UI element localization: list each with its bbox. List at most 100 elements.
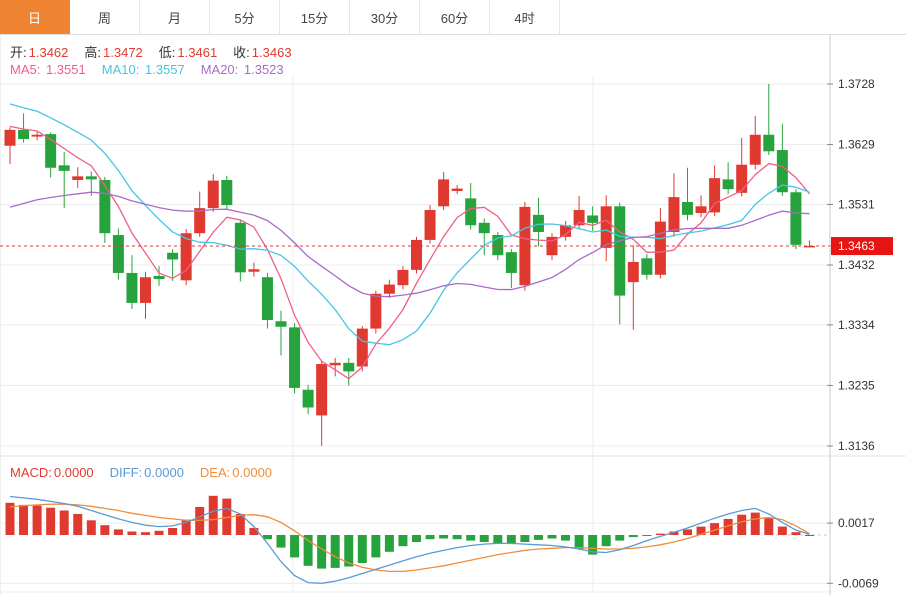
macd-bar bbox=[384, 535, 394, 552]
candle-body bbox=[167, 252, 179, 260]
ma20-line bbox=[9, 191, 810, 298]
price-axis-label: 1.3235 bbox=[838, 378, 875, 392]
macd-axis-label: -0.0069 bbox=[838, 576, 879, 590]
macd-bar bbox=[764, 518, 774, 535]
candle-body bbox=[573, 209, 585, 226]
candle-body bbox=[614, 206, 626, 296]
price-axis-label: 1.3728 bbox=[838, 77, 875, 91]
candle-body bbox=[248, 269, 260, 272]
macd-bar bbox=[412, 535, 421, 542]
candle-body bbox=[343, 362, 355, 372]
candle-body bbox=[397, 269, 409, 286]
timeframe-tab-1[interactable]: 周 bbox=[70, 0, 140, 34]
macd-bar bbox=[439, 535, 449, 539]
macd-bar bbox=[723, 518, 733, 535]
price-axis-label: 1.3136 bbox=[838, 439, 875, 453]
candle-body bbox=[411, 239, 422, 270]
macd-bar bbox=[344, 535, 354, 567]
candle-body bbox=[356, 328, 368, 367]
timeframe-toolbar: 日周月 5分 15分 30分 60分 4时 bbox=[0, 0, 906, 35]
macd-bar bbox=[86, 520, 96, 535]
macd-bar bbox=[547, 535, 557, 539]
ma10-line bbox=[9, 103, 810, 346]
macd-bar bbox=[493, 535, 503, 544]
chart-area: 1.3728 1.3629 1.3531 1.3432 1.3334 1.3235 1.31… bbox=[0, 35, 906, 595]
candle-body bbox=[112, 235, 124, 273]
macd-bar bbox=[195, 507, 205, 535]
macd-bar bbox=[791, 532, 801, 535]
timeframe-tab-6[interactable]: 60分 bbox=[420, 0, 490, 34]
macd-bar bbox=[100, 525, 110, 535]
candle-body bbox=[682, 202, 693, 215]
candle-body bbox=[221, 180, 233, 206]
candle-body bbox=[153, 276, 165, 280]
macd-bar bbox=[19, 504, 29, 535]
macd-bar bbox=[574, 535, 584, 549]
candle-body bbox=[31, 134, 43, 137]
macd-bar bbox=[181, 519, 191, 535]
timeframe-tab-3[interactable]: 5分 bbox=[210, 0, 280, 34]
macd-bar bbox=[804, 535, 814, 536]
candle-body bbox=[505, 252, 517, 273]
candle-body bbox=[627, 261, 639, 283]
candle-body bbox=[776, 150, 788, 193]
macd-bar bbox=[520, 535, 530, 542]
macd-bar bbox=[208, 495, 218, 535]
macd-bar bbox=[683, 529, 692, 535]
candle-body bbox=[302, 389, 314, 408]
timeframe-tab-2[interactable]: 月 bbox=[140, 0, 210, 34]
macd-bar bbox=[5, 502, 15, 535]
candle-body bbox=[140, 277, 151, 303]
candle-body bbox=[695, 206, 707, 214]
candle-body bbox=[329, 362, 341, 366]
candle-body bbox=[560, 225, 572, 237]
macd-bar bbox=[141, 532, 150, 535]
candle-body bbox=[4, 129, 16, 146]
timeframe-tab-7[interactable]: 4时 bbox=[490, 0, 560, 34]
candle-body bbox=[180, 233, 192, 281]
macd-bar bbox=[601, 535, 611, 547]
candle-body bbox=[99, 180, 111, 234]
macd-bar bbox=[330, 535, 340, 568]
macd-bar bbox=[262, 535, 272, 540]
macd-bar bbox=[46, 507, 56, 535]
timeframe-tab-5[interactable]: 30分 bbox=[350, 0, 420, 34]
macd-bar bbox=[696, 526, 706, 535]
macd-bar bbox=[249, 528, 259, 535]
candle-body bbox=[289, 327, 301, 388]
candle-body bbox=[126, 272, 138, 303]
candle-body bbox=[383, 284, 395, 294]
macd-bar bbox=[533, 535, 543, 540]
macd-bar bbox=[655, 533, 665, 535]
candle-body bbox=[587, 215, 599, 223]
timeframe-tab-0[interactable]: 日 bbox=[0, 0, 70, 34]
macd-bar bbox=[710, 523, 720, 535]
macd-bar bbox=[588, 535, 598, 555]
timeframe-tab-4[interactable]: 15分 bbox=[280, 0, 350, 34]
candle-body bbox=[654, 221, 666, 275]
macd-bar bbox=[303, 535, 313, 566]
macd-bar bbox=[222, 498, 232, 535]
macd-bar bbox=[750, 512, 760, 535]
candle-body bbox=[45, 134, 57, 168]
macd-bar bbox=[371, 535, 381, 558]
price-axis-label: 1.3531 bbox=[838, 197, 875, 211]
macd-bar bbox=[615, 535, 625, 541]
candlestick-chart[interactable]: 1.3728 1.3629 1.3531 1.3432 1.3334 1.3235 1.31… bbox=[0, 35, 906, 595]
current-price-badge-text: 1.3463 bbox=[838, 239, 875, 253]
candle-body bbox=[18, 129, 30, 140]
candle-body bbox=[709, 178, 721, 213]
candle-body bbox=[194, 208, 206, 234]
macd-bar bbox=[317, 535, 327, 569]
candle-body bbox=[424, 209, 436, 240]
macd-bar bbox=[777, 526, 787, 535]
candle-body bbox=[722, 179, 734, 190]
macd-bar bbox=[276, 535, 286, 548]
macd-bar bbox=[32, 505, 42, 535]
candle-body bbox=[58, 165, 70, 171]
dea-line bbox=[9, 503, 810, 573]
macd-bar bbox=[168, 528, 178, 535]
candle-body bbox=[763, 134, 775, 152]
candle-body bbox=[261, 277, 273, 321]
macd-bar bbox=[73, 514, 83, 535]
